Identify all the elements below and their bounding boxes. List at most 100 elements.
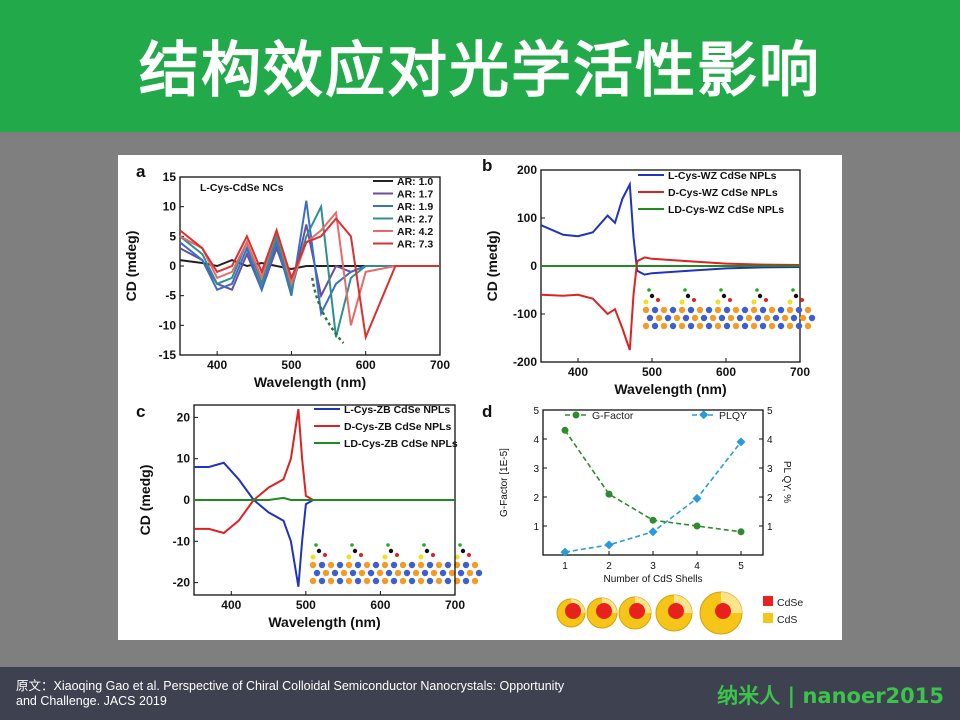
ligand-atom (685, 293, 691, 299)
legend-label: G-Factor (592, 410, 634, 422)
lattice-atom (471, 561, 479, 569)
lattice-atom (444, 577, 452, 585)
lattice-atom (754, 314, 762, 322)
x-tick-label: 700 (445, 598, 465, 612)
lattice-atom (759, 322, 767, 330)
ligand-atom (755, 288, 759, 292)
x-tick-label: 500 (296, 598, 316, 612)
lattice-atom (808, 314, 816, 322)
lattice-atom (768, 322, 776, 330)
data-point (737, 528, 745, 536)
y-axis-label: G-Factor [1E-5] (499, 448, 510, 517)
lattice-atom (669, 306, 677, 314)
lattice-atom (714, 322, 722, 330)
y-tick-label: -20 (173, 576, 191, 590)
ligand-atom (793, 293, 799, 299)
y2-tick-label: 4 (767, 435, 773, 446)
lattice-atom (457, 569, 465, 577)
lattice-atom (660, 322, 668, 330)
lattice-atom (471, 577, 479, 585)
x-tick-label: 4 (694, 561, 700, 572)
y-tick-label: -5 (165, 289, 176, 303)
data-point (561, 426, 569, 434)
y-tick-label: 100 (517, 211, 537, 225)
legend-label: AR: 1.0 (397, 176, 433, 188)
data-point (692, 493, 702, 503)
lattice-atom (687, 306, 695, 314)
y-tick-label: -200 (513, 355, 537, 369)
y-tick-label: 5 (533, 406, 539, 417)
lattice-atom (723, 306, 731, 314)
lattice-atom (309, 561, 317, 569)
ligand-atom (424, 548, 430, 554)
brand-logo: 纳米人 | nanoer2015 (717, 684, 944, 708)
ligand-atom (388, 548, 394, 554)
lattice-atom (340, 569, 348, 577)
legend-label: AR: 1.9 (397, 201, 433, 213)
y-tick-label: -10 (173, 534, 191, 548)
cdse-core (629, 603, 645, 619)
citation: 原文：Xiaoqing Gao et al. Perspective of Ch… (16, 679, 696, 709)
ligand-atom (791, 288, 795, 292)
ligand-atom (454, 554, 460, 560)
series-line (540, 180, 801, 276)
lattice-atom (313, 569, 321, 577)
lattice-atom (673, 314, 681, 322)
panel-label-a: a (136, 162, 146, 181)
y-tick-label: 0 (530, 259, 537, 273)
x-tick-label: 400 (568, 365, 588, 379)
ligand-atom (314, 543, 318, 547)
series-line (179, 216, 440, 341)
lattice-atom (687, 322, 695, 330)
lattice-atom (309, 577, 317, 585)
ligand-atom (787, 299, 793, 305)
legend-label: D-Cys-ZB CdSe NPLs (344, 421, 452, 433)
lattice-atom (376, 569, 384, 577)
ligand-atom (683, 288, 687, 292)
ligand-atom (352, 548, 358, 554)
x-tick-label: 600 (370, 598, 390, 612)
y2-tick-label: 2 (767, 493, 773, 504)
ligand-atom (467, 553, 471, 557)
x-tick-label: 2 (606, 561, 612, 572)
lattice-atom (777, 322, 785, 330)
ligand-atom (679, 299, 685, 305)
y-tick-label: 2 (533, 493, 539, 504)
x-tick-label: 500 (642, 365, 662, 379)
y-tick-label: 10 (163, 200, 177, 214)
data-point (693, 522, 701, 530)
lattice-atom (786, 322, 794, 330)
lattice-atom (727, 314, 735, 322)
ligand-atom (751, 299, 757, 305)
lattice-atom (745, 314, 753, 322)
legend-marker (699, 410, 709, 420)
series-line (179, 200, 440, 317)
lattice-atom (723, 322, 731, 330)
panel-a-annotation: L-Cys-CdSe NCs (200, 182, 284, 194)
y-tick-label: -15 (159, 348, 177, 362)
legend-label: PLQY (719, 410, 747, 422)
y-tick-label: 15 (163, 170, 177, 184)
panel-label-d: d (482, 402, 492, 421)
ligand-atom (386, 543, 390, 547)
series-line (179, 203, 440, 338)
legend-label: AR: 4.2 (397, 226, 433, 238)
title-bar: 结构效应对光学活性影响 (0, 0, 960, 132)
lattice-atom (426, 561, 434, 569)
lattice-atom (682, 314, 690, 322)
y-axis-label: CD (medg) (484, 231, 500, 302)
legend-label: AR: 2.7 (397, 214, 433, 226)
cdse-core (668, 603, 684, 619)
y-tick-label: -10 (159, 318, 177, 332)
y-tick-label: 1 (533, 522, 539, 533)
lattice-atom (318, 561, 326, 569)
ligand-atom (346, 554, 352, 560)
ligand-atom (647, 288, 651, 292)
x-tick-label: 3 (650, 561, 656, 572)
lattice-atom (381, 561, 389, 569)
lattice-atom (669, 322, 677, 330)
ligand-atom (359, 553, 363, 557)
lattice-atom (336, 577, 344, 585)
legend-label: CdSe (777, 597, 803, 609)
